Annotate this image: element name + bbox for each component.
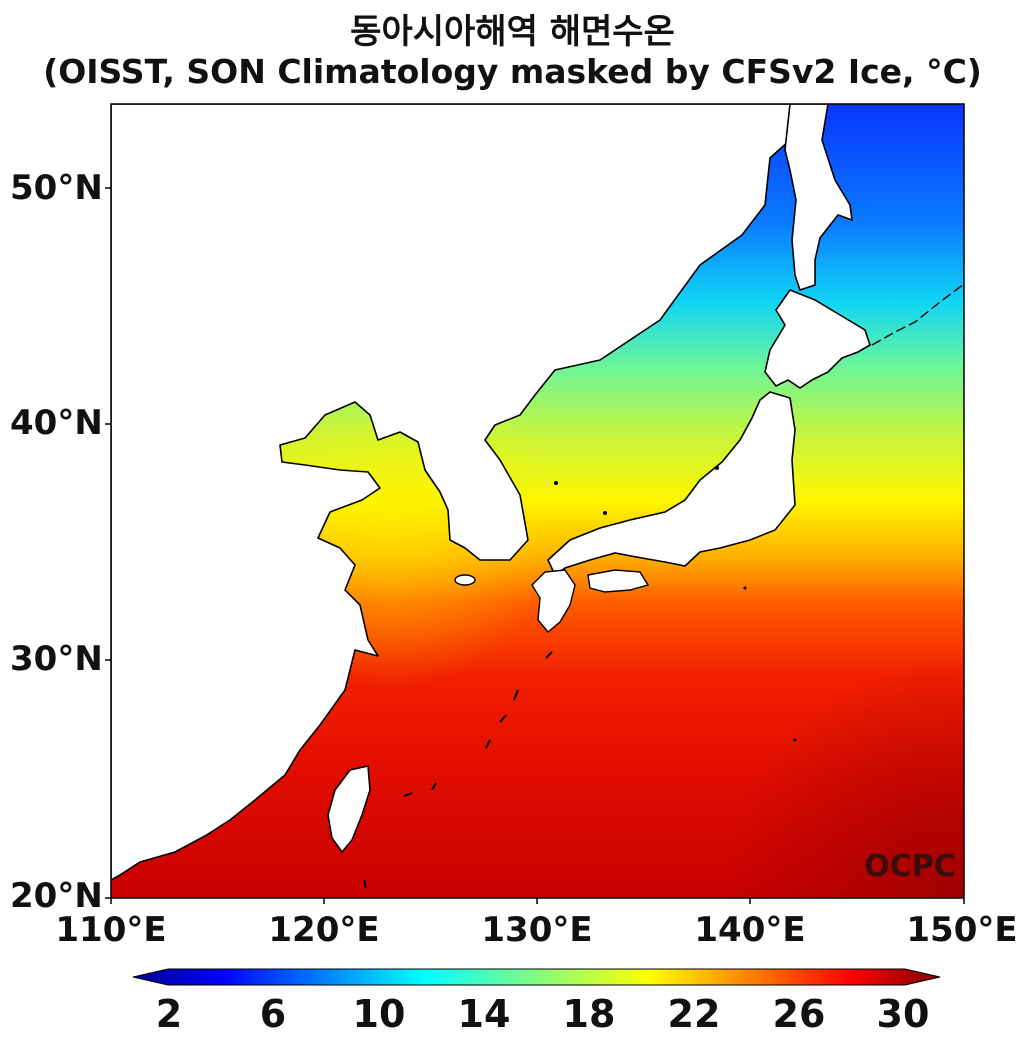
colorbar-tick-label: 14 <box>457 992 511 1036</box>
colorbar-tick-label: 2 <box>155 992 183 1036</box>
colorbar-gradient <box>132 968 941 986</box>
colorbar <box>132 968 941 986</box>
map-title-subtitle: (OISST, SON Climatology masked by CFSv2 … <box>43 52 982 91</box>
lon-tick-label: 140°E <box>694 910 806 950</box>
island-dot <box>603 511 607 515</box>
lat-tick-label: 20°N <box>10 876 103 916</box>
island-dot <box>793 738 797 742</box>
lon-tick-label: 110°E <box>55 910 167 950</box>
sst-field <box>111 104 964 898</box>
colorbar-tick-label: 18 <box>562 992 616 1036</box>
lat-tick-label: 50°N <box>10 168 103 208</box>
colorbar-tick-label: 10 <box>352 992 406 1036</box>
taiwan-island <box>327 765 371 854</box>
colorbar-tick-label: 6 <box>259 992 287 1036</box>
kyushu-island <box>531 569 576 633</box>
island-dot <box>554 481 558 485</box>
colorbar-tick-label: 22 <box>667 992 721 1036</box>
jeju-island <box>454 574 476 586</box>
ryukyu-islands <box>363 651 553 889</box>
axis-tick-marks <box>105 187 965 904</box>
colorbar-tick-label: 30 <box>876 992 930 1036</box>
island-dot <box>743 586 747 590</box>
colorbar-tick-label: 26 <box>772 992 826 1036</box>
island-dot <box>715 466 719 470</box>
lat-tick-label: 40°N <box>10 403 103 443</box>
honshu-island <box>547 391 796 577</box>
lon-tick-label: 150°E <box>906 910 1018 950</box>
sakhalin-island <box>784 104 853 292</box>
lat-tick-label: 30°N <box>10 639 103 679</box>
lon-tick-label: 120°E <box>268 910 380 950</box>
hokkaido-island <box>764 289 871 389</box>
map-title-korean: 동아시아해역 해면수온 <box>350 12 675 52</box>
kuril-islands <box>871 283 964 346</box>
ocpc-watermark: OCPC <box>864 849 956 884</box>
continent-landmass <box>111 104 791 881</box>
shikoku-island <box>587 569 650 593</box>
lon-tick-label: 130°E <box>481 910 593 950</box>
